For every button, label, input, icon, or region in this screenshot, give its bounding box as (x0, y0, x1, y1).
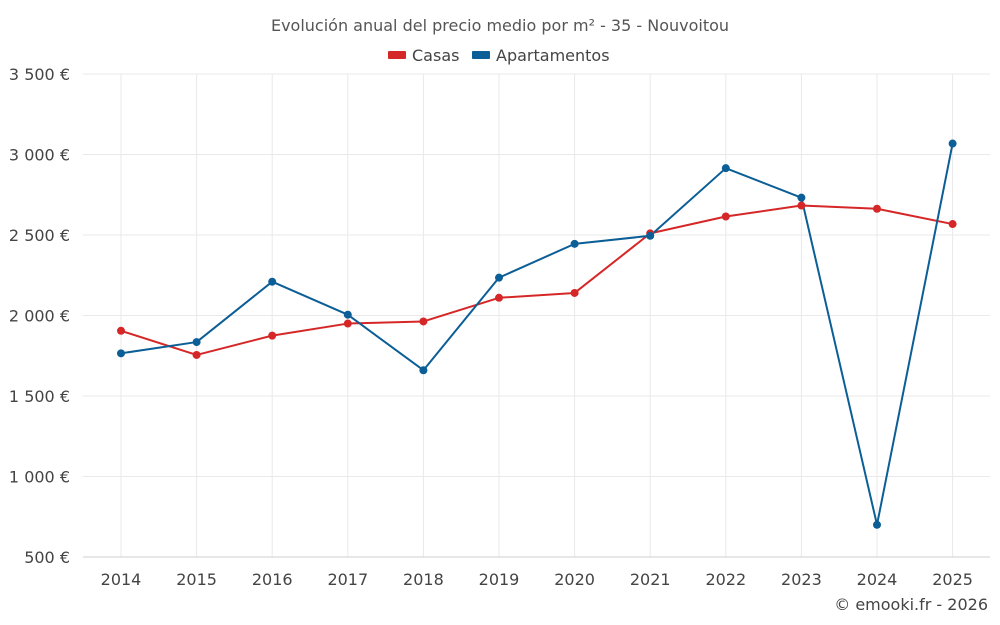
credit-text: © emooki.fr - 2026 (834, 595, 988, 614)
x-tick-label: 2022 (705, 570, 746, 589)
data-point-apartamentos-2015[interactable] (192, 338, 201, 347)
legend-item-apartamentos[interactable]: Apartamentos (472, 46, 610, 65)
data-point-apartamentos-2023[interactable] (797, 193, 806, 202)
x-tick-label: 2014 (101, 570, 142, 589)
y-tick-label: 3 000 € (9, 146, 70, 165)
x-tick-label: 2018 (403, 570, 444, 589)
x-tick-label: 2023 (781, 570, 822, 589)
data-point-casas-2017[interactable] (343, 319, 352, 328)
data-point-apartamentos-2019[interactable] (495, 273, 503, 282)
data-point-casas-2020[interactable] (570, 288, 579, 297)
data-point-apartamentos-2020[interactable] (570, 239, 579, 248)
legend-item-casas[interactable]: Casas (388, 46, 459, 65)
x-tick-label: 2017 (327, 570, 368, 589)
data-point-apartamentos-2014[interactable] (117, 349, 125, 358)
x-tick-label: 2020 (554, 570, 595, 589)
x-tick-label: 2015 (176, 570, 217, 589)
data-point-apartamentos-2018[interactable] (419, 366, 428, 375)
legend-label-casas: Casas (412, 46, 459, 65)
data-point-casas-2023[interactable] (797, 201, 806, 210)
series (117, 139, 957, 529)
x-tick-label: 2025 (932, 570, 973, 589)
chart-title: Evolución anual del precio medio por m² … (271, 16, 729, 35)
data-point-casas-2016[interactable] (268, 331, 277, 340)
data-point-casas-2014[interactable] (117, 326, 125, 335)
series-line-apartamentos (120, 143, 954, 526)
data-point-casas-2024[interactable] (873, 204, 881, 213)
data-point-apartamentos-2017[interactable] (343, 310, 352, 319)
x-tick-label: 2021 (630, 570, 671, 589)
data-point-casas-2025[interactable] (948, 220, 957, 229)
x-tick-label: 2024 (857, 570, 898, 589)
data-point-apartamentos-2025[interactable] (948, 139, 957, 148)
legend-swatch-apartamentos (472, 51, 490, 59)
y-tick-label: 1 000 € (9, 468, 70, 487)
data-point-casas-2015[interactable] (192, 350, 201, 359)
series-line-casas (120, 204, 953, 356)
data-point-apartamentos-2024[interactable] (873, 520, 881, 529)
data-point-casas-2018[interactable] (419, 317, 428, 326)
x-tick-label: 2016 (252, 570, 293, 589)
axes: 500 € 1 000 € 1 500 € 2 000 € 2 500 € 3 000 €… (9, 65, 990, 589)
y-tick-label: 3 500 € (9, 65, 70, 84)
legend: Casas Apartamentos (388, 46, 610, 65)
data-point-apartamentos-2022[interactable] (721, 164, 730, 173)
y-tick-label: 2 500 € (9, 226, 70, 245)
y-tick-label: 1 500 € (9, 387, 70, 406)
grid (83, 73, 990, 557)
data-point-apartamentos-2021[interactable] (646, 231, 655, 240)
legend-swatch-casas (388, 51, 406, 59)
legend-label-apartamentos: Apartamentos (496, 46, 610, 65)
data-point-casas-2019[interactable] (495, 293, 503, 302)
x-tick-label: 2019 (479, 570, 520, 589)
data-point-casas-2022[interactable] (721, 212, 730, 221)
data-point-apartamentos-2016[interactable] (268, 277, 277, 286)
y-tick-label: 2 000 € (9, 307, 70, 326)
y-tick-label: 500 € (24, 548, 70, 567)
